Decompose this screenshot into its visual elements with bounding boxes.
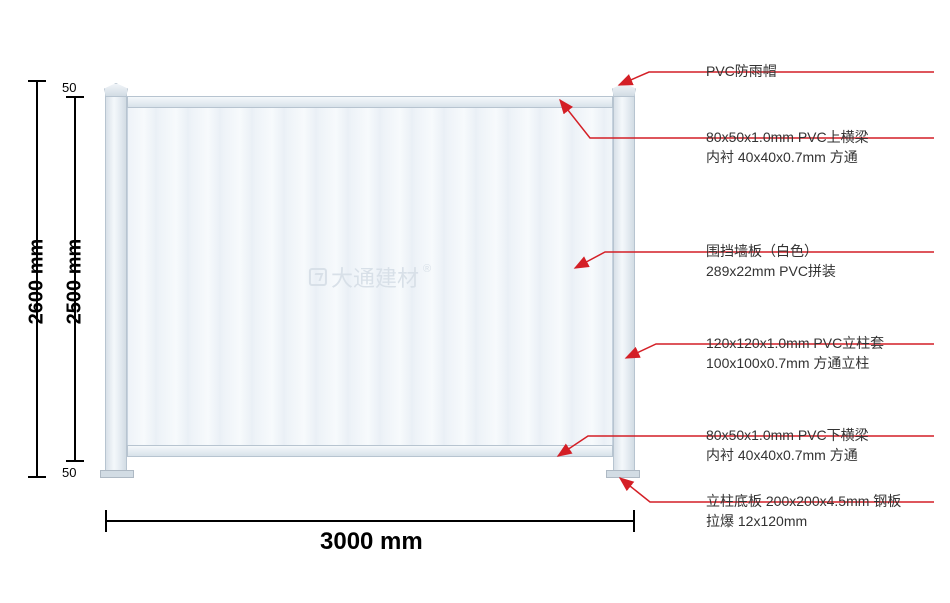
- watermark: 大通建材 ®: [309, 261, 431, 293]
- tick: [28, 80, 46, 82]
- watermark-text: 大通建材: [331, 261, 419, 293]
- callout-line2: 拉爆 12x120mm: [706, 512, 934, 532]
- callout-line1: 80x50x1.0mm PVC上横梁: [706, 128, 934, 148]
- tick: [633, 510, 635, 532]
- baseplate-right: [606, 470, 640, 478]
- tick: [28, 476, 46, 478]
- callout-line1: PVC防雨帽: [706, 62, 934, 82]
- dim-width: 3000 mm: [320, 528, 423, 556]
- diagram-stage: 2600 mm 2500 mm 50 50 3000 mm 大通建材 ®: [0, 0, 950, 603]
- callout-line1: 围挡墙板（白色）: [706, 242, 934, 262]
- tick: [66, 460, 84, 462]
- callout-toprail: 80x50x1.0mm PVC上横梁内衬 40x40x0.7mm 方通: [706, 128, 934, 167]
- callout-line2: 289x22mm PVC拼装: [706, 262, 934, 282]
- callout-line2: 内衬 40x40x0.7mm 方通: [706, 446, 934, 466]
- callout-panel: 围挡墙板（白色）289x22mm PVC拼装: [706, 242, 934, 281]
- callout-base: 立柱底板 200x200x4.5mm 钢板拉爆 12x120mm: [706, 492, 934, 531]
- cap-right: [612, 83, 636, 97]
- wall-panel: 大通建材 ®: [127, 108, 613, 445]
- fence-assembly: 大通建材 ®: [105, 80, 635, 475]
- baseplate-left: [100, 470, 134, 478]
- dim-height-panel: 2500 mm: [63, 239, 86, 325]
- callout-line1: 80x50x1.0mm PVC下横梁: [706, 426, 934, 446]
- cap-left: [104, 83, 128, 97]
- watermark-logo-icon: [309, 268, 327, 286]
- callout-botrail: 80x50x1.0mm PVC下横梁内衬 40x40x0.7mm 方通: [706, 426, 934, 465]
- callout-line1: 120x120x1.0mm PVC立柱套: [706, 334, 934, 354]
- callout-line1: 立柱底板 200x200x4.5mm 钢板: [706, 492, 934, 512]
- post-right: [613, 88, 635, 475]
- rail-bottom: [127, 445, 613, 457]
- tick: [105, 510, 107, 532]
- callout-post: 120x120x1.0mm PVC立柱套100x100x0.7mm 方通立柱: [706, 334, 934, 373]
- post-left: [105, 88, 127, 475]
- tick: [66, 96, 84, 98]
- callout-line2: 100x100x0.7mm 方通立柱: [706, 354, 934, 374]
- rail-top: [127, 96, 613, 108]
- callout-cap: PVC防雨帽: [706, 62, 934, 82]
- dim-top-gap: 50: [62, 80, 76, 95]
- dim-bot-gap: 50: [62, 465, 76, 480]
- arrow-base: [620, 478, 700, 502]
- dim-height-total: 2600 mm: [25, 239, 48, 325]
- arrow-post: [626, 344, 700, 358]
- watermark-reg: ®: [423, 263, 431, 275]
- dimline-3000: [105, 520, 635, 522]
- callout-line2: 内衬 40x40x0.7mm 方通: [706, 148, 934, 168]
